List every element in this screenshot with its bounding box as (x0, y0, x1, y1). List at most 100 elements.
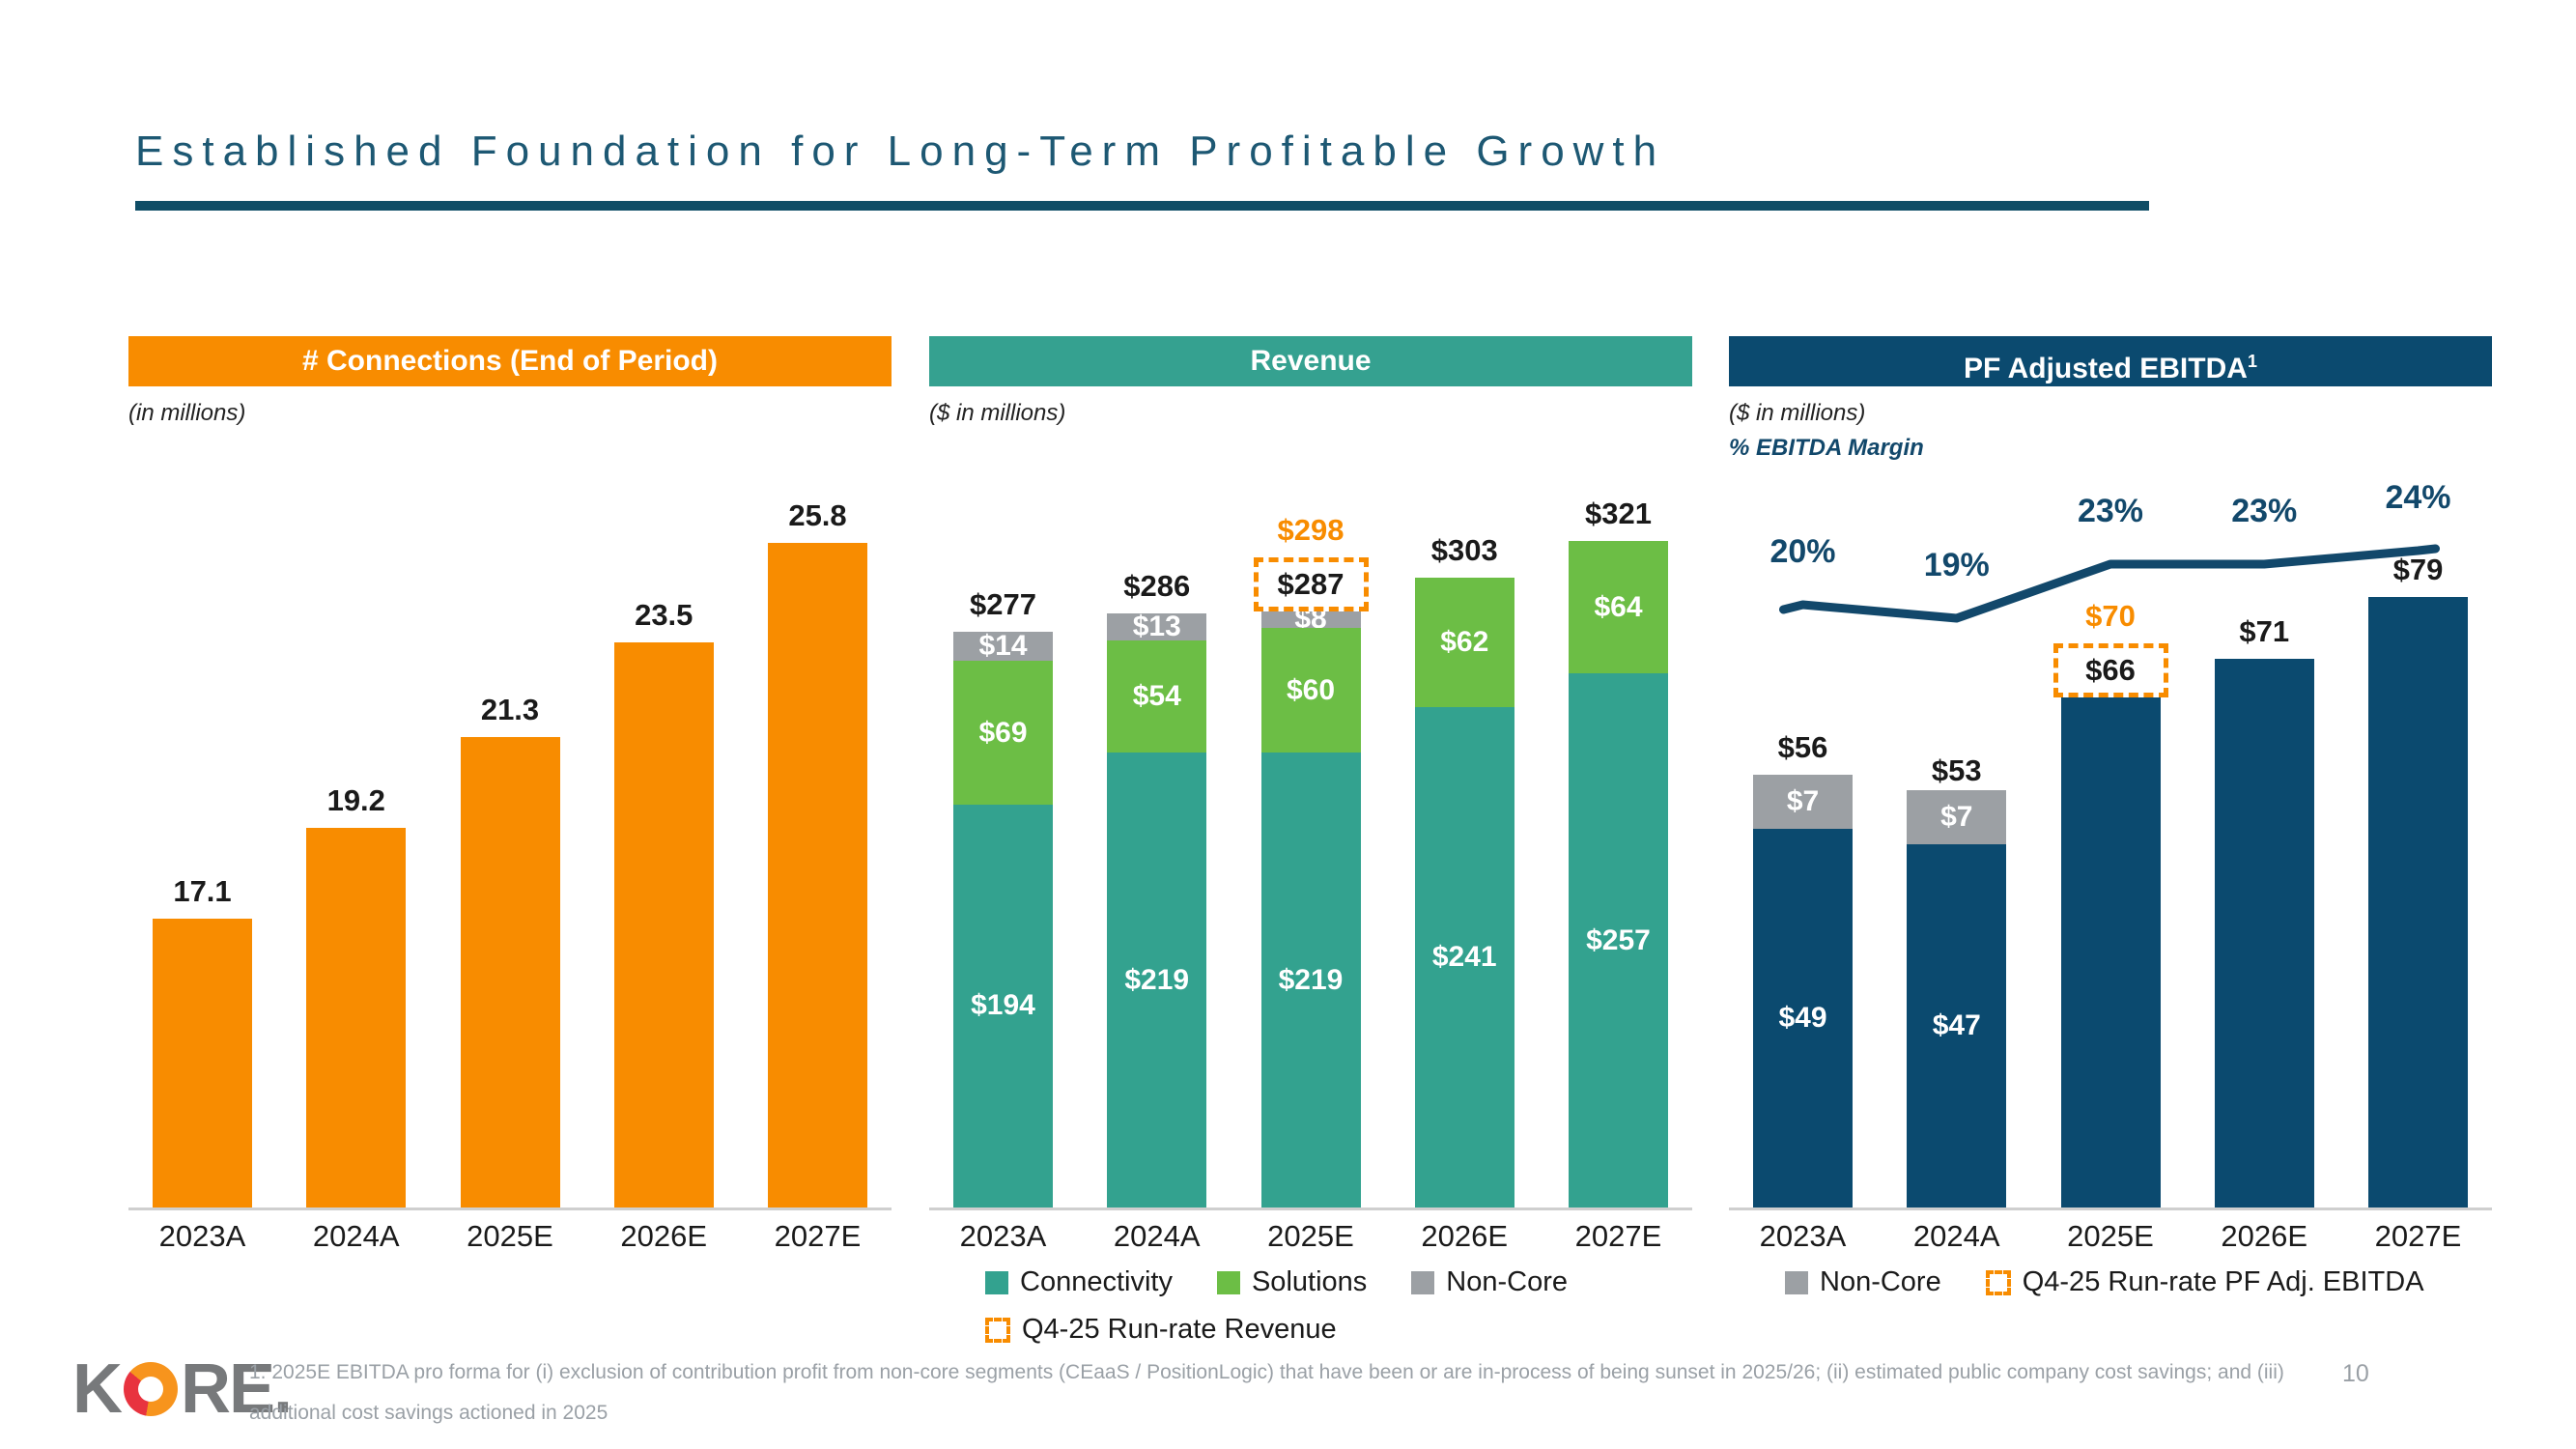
legend-item-non-core: Non-Core (1785, 1266, 1941, 1298)
ebitda-subtitle-block: ($ in millions) % EBITDA Margin (1729, 386, 2492, 473)
segment-value-label: $13 (1132, 610, 1181, 642)
ebitda-bar-2027E (2368, 597, 2468, 1208)
legend-item-q4-25-run-rate-revenue: Q4-25 Run-rate Revenue (985, 1314, 1337, 1346)
bar-segment (2060, 697, 2161, 1208)
bar-segment: $64 (1569, 540, 1668, 674)
kore-logo-letters-re: RE. (181, 1350, 293, 1428)
segment-value-label: $7 (1940, 801, 1973, 833)
boxed-total-label: $287 (1277, 566, 1345, 601)
x-axis-label-2026E: 2026E (620, 1219, 708, 1253)
connections-subtitle-block: (in millions) (128, 386, 892, 435)
bar-segment: $54 (1107, 639, 1207, 753)
connections-plot-area: 17.1 2023A 19.2 2024A 21.3 2025E 23.5 2026E 25.8… (128, 435, 892, 1253)
segment-value-label: $219 (1278, 963, 1344, 996)
ebitda-chart-header: PF Adjusted EBITDA1 (1729, 336, 2492, 386)
margin-pct-label-2025E: 23% (2077, 493, 2144, 529)
connections-chart-header: # Connections (End of Period) (128, 336, 892, 386)
segment-value-label: $64 (1594, 590, 1643, 623)
bar-segment: $241 (1414, 706, 1514, 1208)
legend-label: Connectivity (1020, 1266, 1173, 1297)
legend-item-solutions: Solutions (1216, 1266, 1368, 1298)
segment-value-label: $60 (1286, 673, 1336, 706)
kore-logo-letter-k: K (72, 1350, 123, 1428)
revenue-bar-2026E: $241 $62 (1414, 578, 1514, 1208)
bar-segment (2214, 659, 2314, 1208)
legend-swatch-icon (985, 1270, 1008, 1294)
bar-segment: $13 (1107, 610, 1207, 642)
connections-units-label: (in millions) (128, 400, 246, 426)
bar-segment: $219 (1260, 753, 1361, 1208)
ebitda-bar-2025E (2060, 697, 2161, 1208)
total-value-label: 25.8 (788, 497, 847, 532)
page-number: 10 (2342, 1360, 2369, 1387)
segment-value-label: $69 (978, 716, 1028, 749)
revenue-bar-2024A: $219 $54 $13 (1107, 610, 1207, 1208)
legend-swatch-icon (1216, 1270, 1240, 1294)
ebitda-legend: Non-Core Q4-25 Run-rate PF Adj. EBITDA (1729, 1266, 2492, 1298)
legend-label: Non-Core (1446, 1266, 1568, 1297)
x-axis-label-2027E: 2027E (1574, 1219, 1662, 1253)
kore-logo: K RE. (72, 1350, 293, 1428)
legend-item-connectivity: Connectivity (985, 1266, 1173, 1298)
ebitda-bar-2023A: $49 $7 (1753, 775, 1853, 1208)
total-value-label: $286 (1123, 568, 1191, 603)
legend-swatch-icon (1411, 1270, 1435, 1294)
bar-segment: $7 (1907, 790, 2007, 844)
x-axis-label-2026E: 2026E (1421, 1219, 1509, 1253)
total-value-label: $79 (2392, 553, 2444, 586)
title-divider (135, 201, 2149, 211)
revenue-bar-2023A: $194 $69 $14 (953, 630, 1053, 1208)
legend-label: Solutions (1251, 1266, 1368, 1297)
legend-item-q4-25-run-rate-pf-adj-ebitda: Q4-25 Run-rate PF Adj. EBITDA (1985, 1266, 2424, 1298)
runrate-value-label: $298 (1277, 512, 1345, 547)
segment-value-label: $47 (1932, 1009, 1981, 1041)
segment-value-label: $7 (1786, 785, 1820, 817)
runrate-value-label: $70 (2085, 599, 2136, 633)
legend-label: Q4-25 Run-rate Revenue (1022, 1314, 1337, 1345)
ebitda-title-footnote-marker: 1 (2247, 352, 2257, 371)
ebitda-plot-area: $49 $7 $56 2023A $47 $7 $53 2024A $66 $70 2025E $71… (1729, 473, 2492, 1253)
margin-pct-label-2023A: 20% (1769, 533, 1836, 570)
margin-pct-label-2027E: 24% (2385, 479, 2451, 516)
total-value-label: $321 (1585, 496, 1652, 530)
bar-segment: $14 (953, 630, 1053, 662)
legend-row: Q4-25 Run-rate Revenue (985, 1314, 1692, 1346)
x-axis-label-2027E: 2027E (2374, 1219, 2462, 1253)
total-value-label: $303 (1430, 533, 1498, 568)
connections-bar-2026E (613, 641, 714, 1208)
margin-pct-label-2024A: 19% (1923, 547, 1990, 583)
connections-bar-2023A (153, 918, 252, 1208)
bar-segment: $62 (1414, 578, 1514, 707)
legend-label: Q4-25 Run-rate PF Adj. EBITDA (2022, 1266, 2424, 1297)
x-axis-label-2023A: 2023A (1759, 1219, 1847, 1253)
segment-value-label: $194 (971, 989, 1035, 1022)
x-axis-label-2023A: 2023A (158, 1219, 246, 1253)
revenue-chart-header: Revenue (929, 336, 1692, 386)
connections-chart-panel: # Connections (End of Period) (in millio… (128, 336, 892, 1253)
runrate-dashed-icon (1985, 1269, 2011, 1295)
x-axis-label-2023A: 2023A (959, 1219, 1047, 1253)
ebitda-bar-2024A: $47 $7 (1907, 790, 2007, 1208)
bar-segment: $60 (1260, 628, 1361, 753)
runrate-dashed-box: $287 (1253, 556, 1369, 611)
ebitda-units-label: ($ in millions) (1729, 400, 1866, 426)
connections-bar-2024A (306, 827, 407, 1208)
x-axis-label-2024A: 2024A (312, 1219, 400, 1253)
bar-segment: $219 (1107, 753, 1207, 1208)
bar-segment: $69 (953, 661, 1053, 805)
total-value-label: $71 (2239, 614, 2290, 648)
bar-segment: $49 (1753, 829, 1853, 1208)
bar-segment (460, 736, 560, 1208)
connections-chart-title: # Connections (End of Period) (301, 345, 718, 377)
revenue-legend: Connectivity Solutions Non-Core Q4-25 Run-r… (929, 1266, 1692, 1346)
total-value-label: 23.5 (635, 597, 694, 632)
revenue-chart-panel: Revenue ($ in millions) $194 $69 $14 $277 20… (929, 336, 1692, 1346)
total-value-label: 21.3 (480, 692, 540, 726)
revenue-subtitle-block: ($ in millions) (929, 386, 1692, 435)
bar-segment (768, 542, 867, 1208)
connections-bar-2027E (768, 542, 867, 1208)
x-axis-label-2024A: 2024A (1113, 1219, 1201, 1253)
bar-segment: $194 (953, 804, 1053, 1208)
x-axis-label-2027E: 2027E (774, 1219, 862, 1253)
segment-value-label: $257 (1586, 923, 1651, 956)
